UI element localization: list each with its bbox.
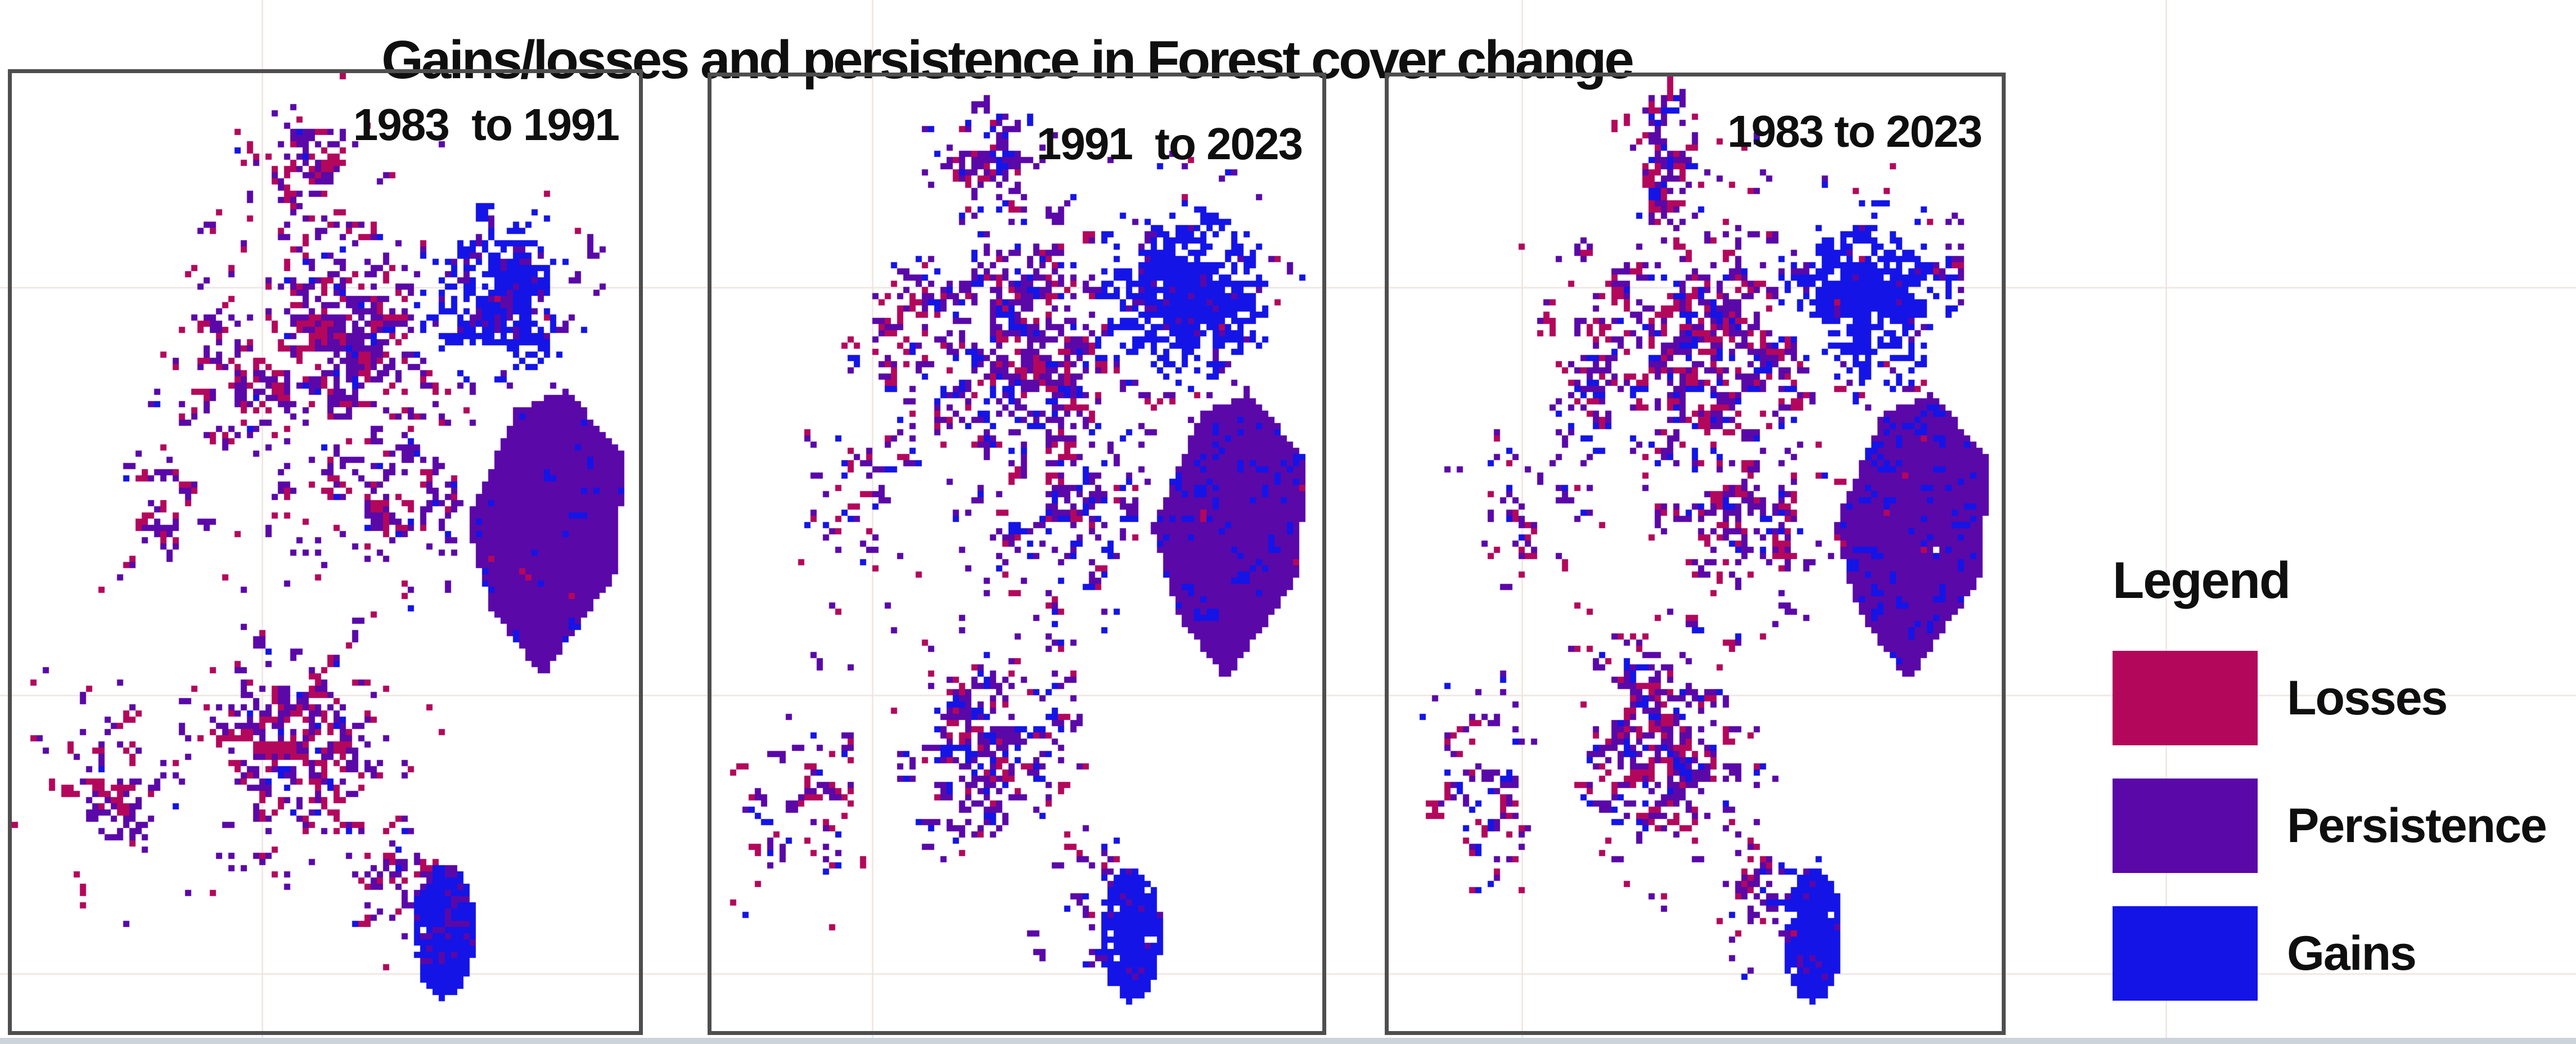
gains-color-swatch bbox=[2113, 906, 2258, 1001]
legend-item-losses: Losses bbox=[2113, 651, 2576, 745]
persistence-label: Persistence bbox=[2287, 798, 2547, 853]
gains-label: Gains bbox=[2287, 926, 2417, 980]
persistence-color-swatch bbox=[2113, 778, 2258, 873]
losses-color-swatch bbox=[2113, 651, 2258, 745]
map-raster-1983-1991 bbox=[12, 73, 639, 1031]
panel-label-1983-2023: 1983 to 2023 bbox=[1727, 106, 1983, 156]
map-panel-1983-1991: 1983 to 1991 bbox=[8, 69, 643, 1035]
losses-label: Losses bbox=[2287, 670, 2448, 725]
legend-item-gains: Gains bbox=[2113, 906, 2576, 1001]
map-raster-1991-2023 bbox=[711, 76, 1322, 1031]
legend-title: Legend bbox=[2113, 552, 2291, 609]
legend-item-persistence: Persistence bbox=[2113, 778, 2576, 873]
background-gridline bbox=[2165, 0, 2167, 1040]
map-raster-1983-2023 bbox=[1389, 76, 2002, 1031]
panel-label-1991-2023: 1991 to 2023 bbox=[1036, 119, 1303, 169]
map-panel-1983-2023: 1983 to 2023 bbox=[1385, 73, 2006, 1035]
legend: Legend Losses Persistence Gains bbox=[2113, 551, 2576, 1034]
map-panel-1991-2023: 1991 to 2023 bbox=[708, 73, 1326, 1035]
panel-label-1983-1991: 1983 to 1991 bbox=[353, 100, 620, 150]
bottom-edge-bar bbox=[0, 1038, 2576, 1044]
